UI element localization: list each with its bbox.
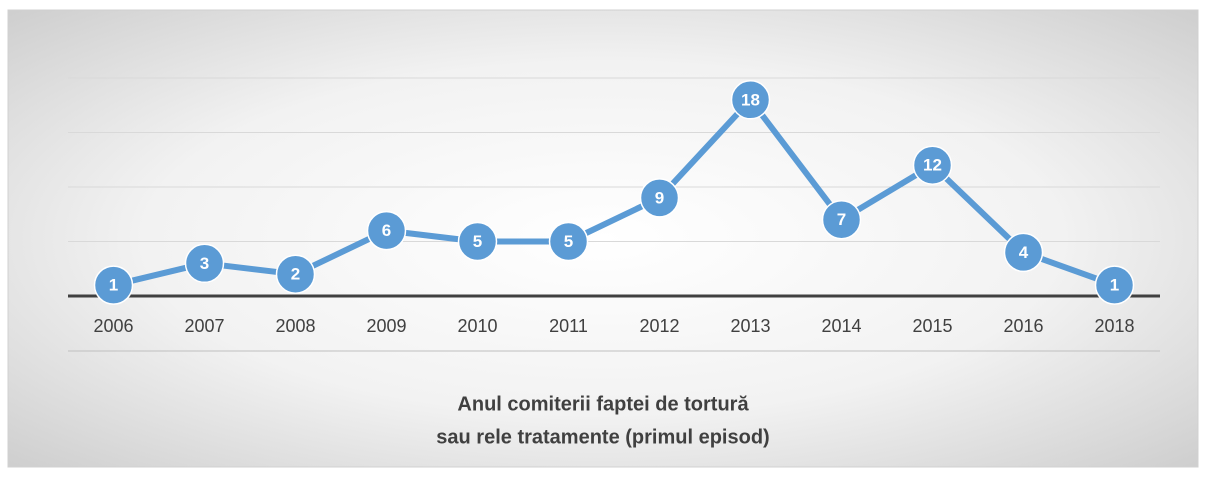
data-point	[275, 254, 316, 294]
data-point	[184, 243, 225, 284]
data-point	[548, 221, 589, 262]
chart-background	[7, 9, 1199, 468]
x-tick-label: 2015	[912, 316, 952, 336]
data-point	[93, 265, 134, 305]
data-point	[366, 210, 407, 251]
data-label: 3	[200, 254, 209, 273]
data-point	[639, 178, 680, 218]
data-label: 2	[291, 265, 300, 284]
data-point	[912, 145, 953, 185]
x-tick-label: 2009	[366, 316, 406, 336]
x-tick-label: 2008	[275, 316, 315, 336]
data-label: 5	[473, 232, 482, 251]
data-label: 18	[741, 90, 760, 109]
chart-title: Anul comiterii faptei de tortură	[457, 393, 749, 415]
x-tick-label: 2018	[1094, 316, 1134, 336]
x-tick-label: 2013	[730, 316, 770, 336]
data-label: 6	[382, 221, 391, 240]
x-tick-label: 2016	[1003, 316, 1043, 336]
data-point	[1094, 265, 1135, 305]
data-label: 12	[923, 156, 942, 175]
data-label: 7	[837, 210, 846, 229]
chart-title: sau rele tratamente (primul episod)	[436, 426, 769, 448]
x-tick-label: 2007	[184, 316, 224, 336]
data-point	[730, 80, 771, 120]
x-tick-label: 2010	[457, 316, 497, 336]
data-label: 4	[1019, 243, 1029, 262]
data-label: 1	[109, 276, 118, 295]
x-tick-label: 2011	[549, 316, 588, 336]
data-point	[1003, 232, 1044, 273]
data-label: 9	[655, 188, 664, 207]
x-tick-label: 2012	[639, 316, 679, 336]
x-tick-label: 2006	[93, 316, 133, 336]
data-label: 1	[1110, 276, 1119, 295]
data-label: 5	[564, 232, 573, 251]
data-point	[457, 221, 498, 262]
x-tick-label: 2014	[821, 316, 861, 336]
data-point	[821, 199, 862, 240]
